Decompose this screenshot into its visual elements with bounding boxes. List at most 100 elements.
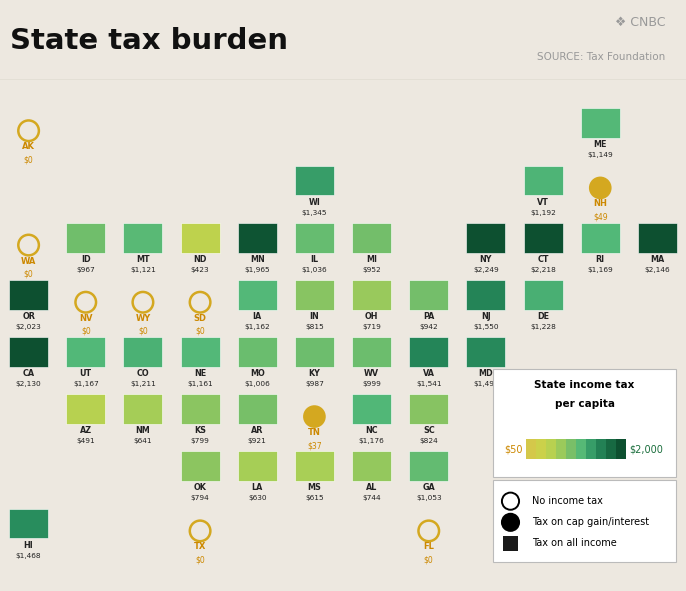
Bar	[616, 440, 626, 459]
Bar	[586, 440, 596, 459]
Text: WY: WY	[135, 314, 150, 323]
Bar	[410, 394, 448, 424]
Text: FL: FL	[423, 543, 434, 551]
Text: NE: NE	[194, 369, 206, 378]
Text: $0: $0	[424, 556, 434, 564]
Text: ND: ND	[193, 255, 206, 264]
Text: $744: $744	[362, 495, 381, 501]
Text: MN: MN	[250, 255, 265, 264]
Text: IL: IL	[310, 255, 318, 264]
Text: $1,498: $1,498	[473, 381, 499, 387]
FancyBboxPatch shape	[493, 480, 676, 563]
Text: PA: PA	[423, 312, 434, 321]
Bar	[352, 452, 391, 481]
Text: LA: LA	[252, 483, 263, 492]
Bar	[67, 394, 105, 424]
Text: HI: HI	[24, 541, 34, 550]
Text: State tax burden: State tax burden	[10, 28, 288, 56]
Bar	[536, 440, 546, 459]
Text: CO: CO	[137, 369, 150, 378]
Text: $2,130: $2,130	[16, 381, 41, 387]
Bar	[295, 165, 334, 196]
Text: $1,550: $1,550	[473, 324, 499, 330]
Bar	[180, 337, 220, 367]
Bar	[523, 223, 563, 252]
Text: VT: VT	[537, 197, 549, 207]
Bar	[9, 337, 48, 367]
Bar	[238, 394, 276, 424]
Bar	[581, 108, 619, 138]
Text: IA: IA	[252, 312, 262, 321]
Bar	[546, 440, 556, 459]
Bar	[180, 223, 220, 252]
Text: $999: $999	[362, 381, 381, 387]
Text: TX: TX	[194, 543, 206, 551]
Text: $615: $615	[305, 495, 324, 501]
Text: ME: ME	[593, 141, 607, 150]
Text: ID: ID	[81, 255, 91, 264]
Text: $0: $0	[81, 327, 91, 336]
Text: $1,053: $1,053	[416, 495, 442, 501]
Bar	[638, 223, 677, 252]
Text: OH: OH	[365, 312, 379, 321]
Bar	[123, 223, 163, 252]
Bar	[466, 337, 506, 367]
Bar	[352, 280, 391, 310]
Text: CA: CA	[23, 369, 35, 378]
Text: $1,211: $1,211	[130, 381, 156, 387]
Bar	[596, 440, 606, 459]
Text: NH: NH	[593, 199, 607, 209]
Text: ❖ CNBC: ❖ CNBC	[615, 16, 665, 29]
Text: $2,249: $2,249	[473, 267, 499, 273]
Bar	[9, 280, 48, 310]
Text: AR: AR	[251, 426, 263, 436]
Text: $921: $921	[248, 439, 267, 444]
Bar	[9, 509, 48, 538]
Bar	[523, 280, 563, 310]
Bar	[566, 440, 576, 459]
Text: $1,965: $1,965	[244, 267, 270, 273]
Text: WI: WI	[309, 197, 320, 207]
Text: $824: $824	[419, 439, 438, 444]
Text: NC: NC	[365, 426, 378, 436]
Bar	[526, 440, 536, 459]
Text: IN: IN	[309, 312, 319, 321]
Text: $1,161: $1,161	[187, 381, 213, 387]
Bar	[295, 223, 334, 252]
Text: DE: DE	[537, 312, 549, 321]
Text: $1,192: $1,192	[530, 210, 556, 216]
Bar	[576, 440, 586, 459]
Bar	[67, 223, 105, 252]
Text: $2,146: $2,146	[645, 267, 670, 273]
Text: $0: $0	[196, 556, 205, 564]
Text: $942: $942	[419, 324, 438, 330]
Text: $952: $952	[362, 267, 381, 273]
Bar	[606, 440, 616, 459]
Text: OK: OK	[193, 483, 206, 492]
Text: MT: MT	[136, 255, 150, 264]
Text: NY: NY	[480, 255, 492, 264]
Text: $1,176: $1,176	[359, 439, 384, 444]
Text: AK: AK	[22, 142, 35, 151]
Text: MA: MA	[650, 255, 665, 264]
Bar	[238, 280, 276, 310]
Text: $1,149: $1,149	[587, 152, 613, 158]
Text: $1,006: $1,006	[244, 381, 270, 387]
Text: $2,023: $2,023	[16, 324, 41, 330]
Text: SC: SC	[423, 426, 435, 436]
Text: $49: $49	[593, 213, 608, 222]
Bar	[238, 337, 276, 367]
Text: $1,167: $1,167	[73, 381, 99, 387]
Text: NM: NM	[136, 426, 150, 436]
Bar	[180, 452, 220, 481]
Text: NV: NV	[79, 314, 93, 323]
Text: per capita: per capita	[554, 400, 615, 410]
Bar	[67, 337, 105, 367]
Text: $0: $0	[138, 327, 147, 336]
Text: WV: WV	[364, 369, 379, 378]
FancyBboxPatch shape	[493, 369, 676, 476]
Bar	[295, 337, 334, 367]
Text: $2,000: $2,000	[630, 444, 663, 454]
Text: Tax on all income: Tax on all income	[532, 538, 617, 548]
Text: $1,468: $1,468	[16, 553, 41, 558]
